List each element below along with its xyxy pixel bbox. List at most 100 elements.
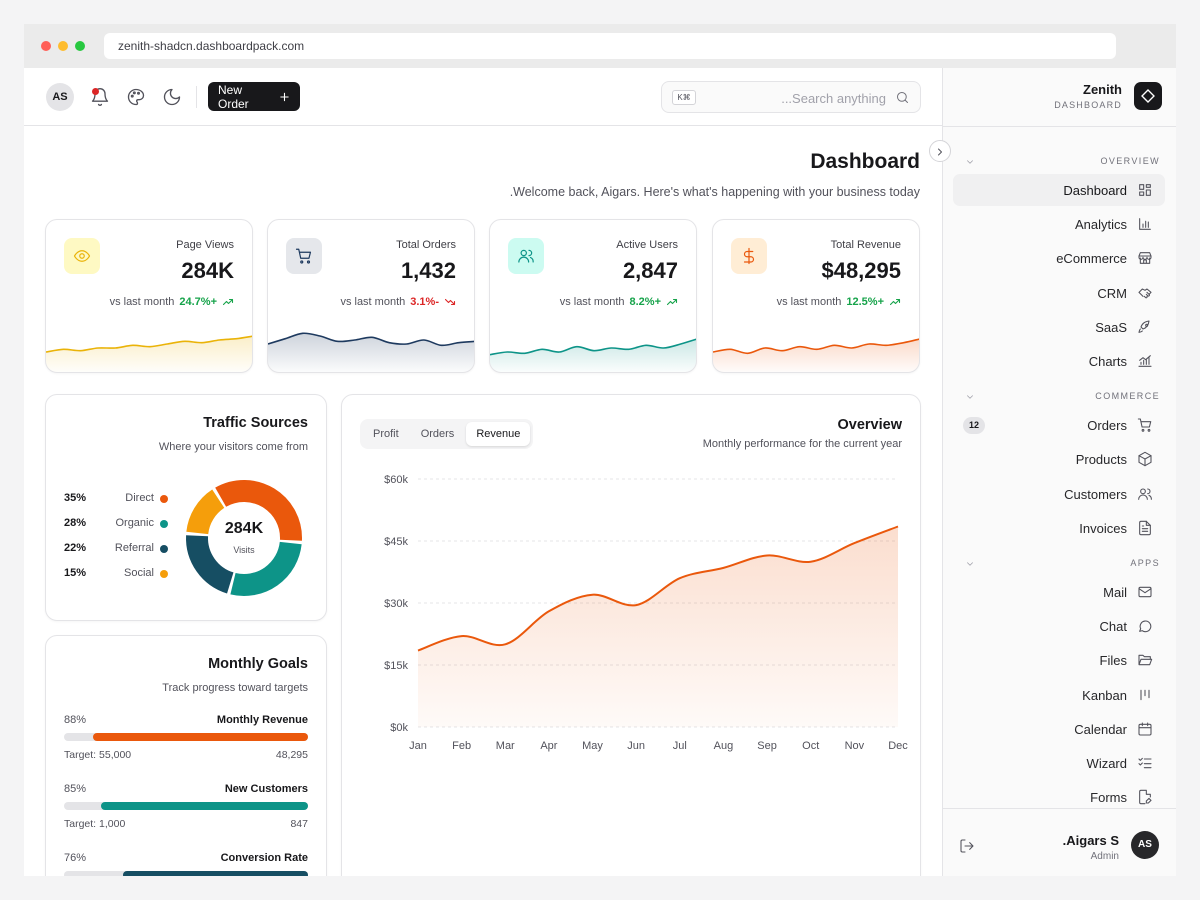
- chart-icon: [1137, 353, 1153, 369]
- stat-trend-caption: vs last month: [559, 296, 625, 308]
- address-bar[interactable]: zenith-shadcn.dashboardpack.com: [104, 33, 1116, 59]
- tab-orders[interactable]: Orders: [420, 428, 455, 440]
- sidebar-item-analytics[interactable]: Analytics: [953, 208, 1165, 240]
- donut-center-label: Visits: [233, 545, 255, 555]
- x-tick-label: Nov: [845, 740, 865, 752]
- avatar[interactable]: AS: [1131, 831, 1159, 859]
- tab-profit[interactable]: Profit: [373, 428, 399, 440]
- maximize-window-button[interactable]: [75, 41, 85, 51]
- close-window-button[interactable]: [41, 41, 51, 51]
- sidebar-item-label: Chat: [1099, 619, 1127, 635]
- stat-card-total-revenue: Total Revenue $48,295 vs last month 12.5%…: [712, 219, 920, 373]
- sidebar-item-label: Wizard: [1086, 756, 1127, 771]
- goal-item: 76% Conversion Rate: [64, 852, 308, 876]
- sidebar-item-ecommerce[interactable]: eCommerce: [953, 242, 1165, 274]
- chevron-down-icon[interactable]: [965, 389, 975, 399]
- data-point-jul[interactable]: [674, 572, 686, 584]
- bell-icon[interactable]: [90, 87, 110, 107]
- data-point-mar[interactable]: [499, 638, 511, 650]
- sparkline-page-views: [46, 335, 252, 372]
- sidebar-item-products[interactable]: Products: [953, 443, 1165, 475]
- sidebar-item-customers[interactable]: Customers: [953, 478, 1165, 510]
- sidebar-item-kanban[interactable]: Kanban: [953, 679, 1165, 711]
- tab-revenue[interactable]: Revenue: [466, 422, 531, 446]
- x-tick-label: Jan: [409, 740, 427, 752]
- sidebar-item-files[interactable]: Files: [953, 644, 1165, 676]
- sidebar-item-invoices[interactable]: Invoices: [953, 512, 1165, 544]
- user-role: Admin: [1090, 851, 1119, 862]
- revenue-area: [418, 526, 898, 727]
- data-point-jun[interactable]: [630, 599, 642, 611]
- sidebar-item-saas[interactable]: SaaS: [953, 311, 1165, 343]
- collapse-sidebar-button[interactable]: [929, 140, 951, 162]
- legend-swatch: [160, 570, 168, 578]
- sidebar-item-calendar[interactable]: Calendar: [953, 713, 1165, 745]
- donut-slice-organic[interactable]: [230, 541, 302, 596]
- sidebar-item-label: Orders: [1087, 418, 1127, 434]
- handshake-icon: [1137, 285, 1153, 301]
- sidebar-item-forms[interactable]: Forms: [953, 781, 1165, 813]
- moon-icon[interactable]: [162, 87, 182, 107]
- sidebar-item-charts[interactable]: Charts: [953, 345, 1165, 377]
- stat-trend-caption: vs last month: [340, 296, 406, 308]
- new-order-label: New Order: [218, 82, 249, 111]
- search-input[interactable]: K⌘ ...Search anything: [661, 81, 921, 113]
- sidebar-item-label: Charts: [1088, 354, 1127, 369]
- sparkline-area: [268, 333, 474, 372]
- donut-slice-direct[interactable]: [215, 480, 302, 541]
- search-shortcut-hint: K⌘: [672, 90, 696, 105]
- data-point-nov[interactable]: [848, 537, 860, 549]
- trending-up-icon: [889, 296, 901, 308]
- logout-icon[interactable]: [959, 838, 975, 854]
- sidebar-item-mail[interactable]: Mail: [953, 576, 1165, 608]
- user-avatar-button[interactable]: AS: [46, 83, 74, 111]
- data-point-feb[interactable]: [456, 630, 468, 642]
- sidebar-item-wizard[interactable]: Wizard: [953, 747, 1165, 779]
- sparkline-total-revenue: [713, 338, 919, 372]
- donut-slice-social[interactable]: [186, 489, 225, 535]
- sidebar-item-chat[interactable]: Chat: [953, 610, 1165, 642]
- minimize-window-button[interactable]: [58, 41, 68, 51]
- sidebar-item-label: Files: [1099, 653, 1127, 669]
- chat-icon: [1137, 618, 1153, 634]
- sidebar-item-crm[interactable]: CRM: [953, 277, 1165, 309]
- legend-pct: 22%: [64, 542, 87, 554]
- legend-swatch: [160, 520, 168, 528]
- data-point-aug[interactable]: [717, 562, 729, 574]
- toolbar-divider: [196, 86, 197, 108]
- sparkline-line: [713, 338, 919, 355]
- palette-icon[interactable]: [126, 87, 146, 107]
- card-subtitle: Monthly performance for the current year: [702, 438, 902, 450]
- card-subtitle: Where your visitors come from: [158, 441, 308, 453]
- data-point-jan[interactable]: [412, 645, 424, 657]
- rocket-icon: [1137, 319, 1153, 335]
- chevron-down-icon[interactable]: [965, 556, 975, 566]
- legend-swatch: [160, 545, 168, 553]
- donut-slice-referral[interactable]: [186, 535, 235, 594]
- data-point-oct[interactable]: [805, 556, 817, 568]
- data-point-apr[interactable]: [543, 605, 555, 617]
- page-subtitle: .Welcome back, Aigars. Here's what's hap…: [509, 185, 920, 199]
- search-placeholder: ...Search anything: [781, 91, 886, 106]
- stat-trend-caption: vs last month: [776, 296, 842, 308]
- browser-window: zenith-shadcn.dashboardpack.com AS New O…: [24, 24, 1176, 876]
- sidebar-item-label: eCommerce: [1056, 251, 1127, 267]
- data-point-may[interactable]: [587, 589, 599, 601]
- stat-trend-value: 3.1%-: [410, 296, 439, 308]
- search-icon: [895, 90, 910, 105]
- section-label-apps: APPS: [1130, 558, 1160, 568]
- sidebar-item-dashboard[interactable]: Dashboard: [953, 174, 1165, 206]
- sparkline-area: [490, 339, 696, 372]
- card-title: Overview: [837, 417, 903, 433]
- sidebar-item-orders[interactable]: 12 Orders: [953, 409, 1165, 441]
- card-subtitle: Track progress toward targets: [162, 682, 308, 694]
- data-point-sep[interactable]: [761, 549, 773, 561]
- sidebar-item-label: Analytics: [1074, 217, 1127, 233]
- data-point-dec[interactable]: [892, 521, 904, 533]
- folder-icon: [1137, 652, 1153, 668]
- chevron-down-icon[interactable]: [965, 154, 975, 164]
- sidebar-item-label: Products: [1075, 452, 1127, 468]
- x-tick-label: Apr: [540, 740, 557, 752]
- logo-icon[interactable]: [1134, 82, 1162, 110]
- new-order-button[interactable]: New Order: [208, 82, 300, 111]
